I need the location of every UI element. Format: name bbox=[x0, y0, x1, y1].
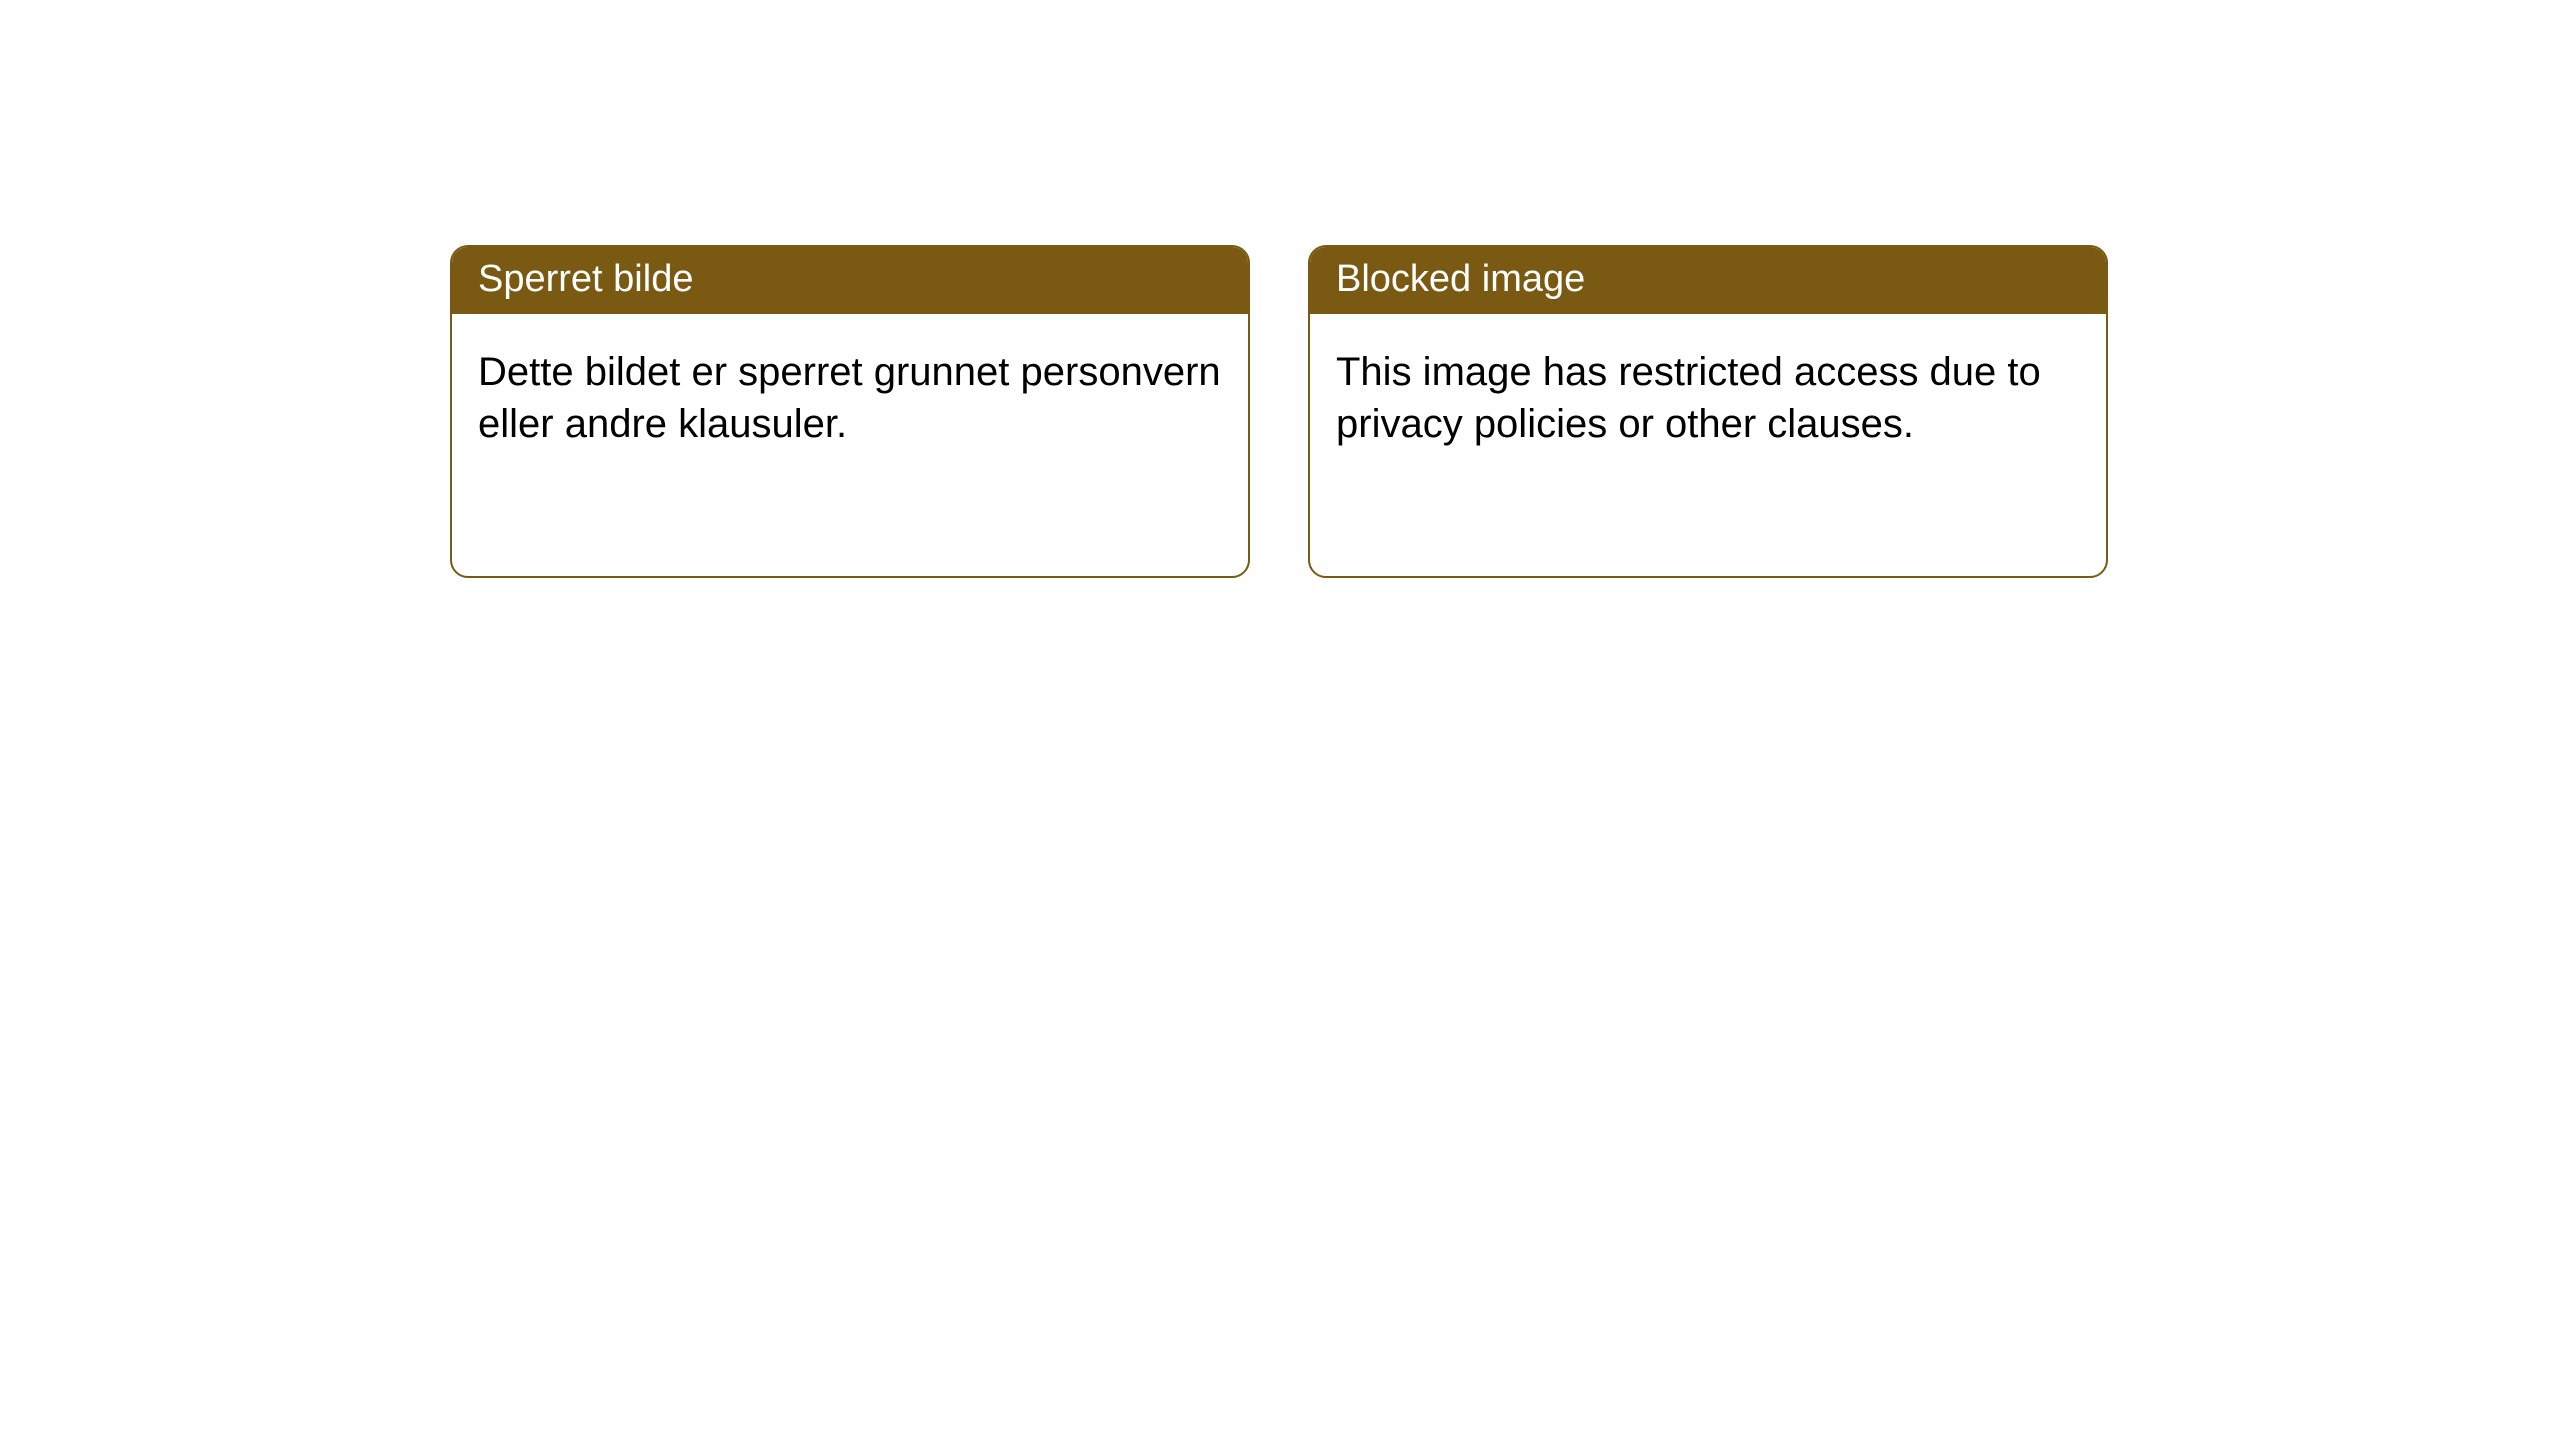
notice-header: Sperret bilde bbox=[452, 247, 1248, 314]
notice-box-norwegian: Sperret bilde Dette bildet er sperret gr… bbox=[450, 245, 1250, 578]
notice-body-text: Dette bildet er sperret grunnet personve… bbox=[478, 350, 1221, 446]
notice-box-english: Blocked image This image has restricted … bbox=[1308, 245, 2108, 578]
notice-body-text: This image has restricted access due to … bbox=[1336, 350, 2041, 446]
notice-body: Dette bildet er sperret grunnet personve… bbox=[452, 314, 1248, 482]
notice-header: Blocked image bbox=[1310, 247, 2106, 314]
notice-title: Blocked image bbox=[1336, 258, 1585, 300]
notice-container: Sperret bilde Dette bildet er sperret gr… bbox=[450, 245, 2108, 578]
notice-body: This image has restricted access due to … bbox=[1310, 314, 2106, 482]
notice-title: Sperret bilde bbox=[478, 258, 693, 300]
